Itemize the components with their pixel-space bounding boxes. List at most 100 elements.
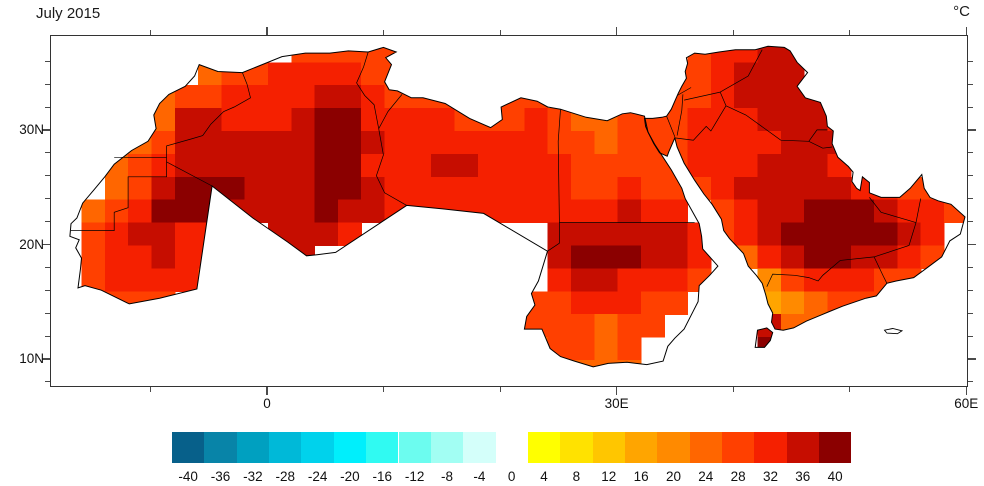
y-minor-tick-right bbox=[967, 221, 973, 223]
grid-cell bbox=[291, 176, 316, 201]
grid-cell bbox=[104, 222, 129, 247]
grid-cell bbox=[407, 199, 432, 224]
grid-cell bbox=[757, 153, 782, 178]
grid-cell bbox=[594, 291, 619, 315]
grid-cell bbox=[594, 222, 619, 247]
grid-cell bbox=[314, 85, 339, 109]
grid-cell bbox=[244, 108, 269, 132]
grid-cell bbox=[757, 268, 782, 292]
grid-cell bbox=[594, 153, 619, 178]
grid-cell bbox=[920, 222, 945, 247]
grid-cell bbox=[361, 199, 386, 224]
grid-cell bbox=[174, 268, 199, 292]
grid-cell bbox=[268, 131, 292, 155]
grid-cell bbox=[337, 153, 362, 178]
grid-cell bbox=[734, 153, 759, 178]
grid-cell bbox=[314, 46, 339, 63]
grid-cell bbox=[198, 131, 222, 155]
grid-cell bbox=[874, 222, 898, 247]
y-minor-tick-right bbox=[967, 152, 973, 154]
grid-cell bbox=[757, 245, 782, 269]
grid-cell bbox=[850, 199, 875, 224]
y-tick-label: 20N bbox=[19, 236, 44, 252]
grid-cell bbox=[361, 108, 386, 132]
grid-cell bbox=[268, 176, 292, 201]
grid-cell bbox=[547, 176, 572, 201]
grid-cell bbox=[804, 314, 828, 338]
grid-cell bbox=[897, 222, 922, 247]
colorbar-tick-label: 32 bbox=[762, 469, 779, 484]
grid-cell bbox=[687, 108, 712, 132]
grid-cell bbox=[337, 176, 362, 201]
grid-cell bbox=[174, 176, 199, 201]
grid-cell bbox=[244, 153, 269, 178]
x-major-tick bbox=[615, 386, 618, 395]
grid-cell bbox=[104, 245, 129, 269]
grid-cell bbox=[291, 245, 316, 269]
y-minor-tick-right bbox=[967, 83, 973, 85]
temperature-grid bbox=[81, 46, 965, 367]
grid-cell bbox=[804, 153, 828, 178]
x-minor-tick bbox=[499, 386, 501, 392]
grid-cell bbox=[128, 176, 152, 201]
grid-cell bbox=[757, 108, 782, 132]
grid-cell bbox=[617, 176, 642, 201]
grid-cell bbox=[221, 85, 246, 109]
x-minor-tick bbox=[732, 386, 734, 392]
grid-cell bbox=[571, 176, 595, 201]
grid-cell bbox=[804, 176, 828, 201]
grid-cell bbox=[524, 108, 549, 132]
grid-cell bbox=[780, 85, 805, 109]
grid-cell bbox=[268, 199, 292, 224]
colorbar-tick-label: -24 bbox=[307, 469, 328, 484]
grid-cell bbox=[687, 176, 712, 201]
plot-area bbox=[50, 35, 968, 387]
grid-cell bbox=[617, 314, 642, 338]
grid-cell bbox=[594, 176, 619, 201]
grid-cell bbox=[944, 176, 965, 201]
grid-cell bbox=[664, 268, 689, 292]
colorbar-segment-warm-8 bbox=[786, 432, 820, 463]
grid-cell bbox=[431, 131, 456, 155]
grid-cell bbox=[920, 199, 945, 224]
grid-cell bbox=[757, 46, 782, 63]
grid-cell bbox=[571, 222, 595, 247]
grid-cell bbox=[221, 176, 246, 201]
grid-cell bbox=[641, 268, 665, 292]
grid-cell bbox=[268, 85, 292, 109]
grid-cell bbox=[454, 153, 479, 178]
grid-cell bbox=[547, 291, 572, 315]
grid-cell bbox=[874, 268, 898, 292]
grid-cell bbox=[547, 199, 572, 224]
grid-cell bbox=[268, 62, 292, 86]
grid-cell bbox=[757, 314, 782, 338]
grid-cell bbox=[874, 176, 898, 201]
grid-cell bbox=[571, 199, 595, 224]
grid-cell bbox=[524, 176, 549, 201]
grid-cell bbox=[198, 222, 222, 247]
grid-cell bbox=[571, 153, 595, 178]
grid-cell bbox=[641, 153, 665, 178]
grid-cell bbox=[804, 222, 828, 247]
grid-cell bbox=[641, 222, 665, 247]
grid-cell bbox=[664, 245, 689, 269]
grid-cell bbox=[361, 153, 386, 178]
border-israel-jordan bbox=[676, 94, 684, 136]
grid-cell bbox=[477, 131, 502, 155]
y-major-tick-right bbox=[967, 358, 976, 360]
y-major-tick bbox=[42, 358, 50, 360]
grid-cell bbox=[780, 46, 805, 63]
grid-cell bbox=[151, 153, 176, 178]
grid-cell bbox=[407, 108, 432, 132]
colorbar-tick-label: -40 bbox=[178, 469, 198, 484]
colorbar-tick-label: -36 bbox=[210, 469, 231, 484]
border-libya-egypt bbox=[557, 109, 561, 223]
grid-cell bbox=[314, 62, 339, 86]
grid-cell bbox=[477, 176, 502, 201]
colorbar-segment-warm-3 bbox=[624, 432, 658, 463]
grid-cell bbox=[151, 222, 176, 247]
colorbar-tick-label: 8 bbox=[572, 469, 581, 484]
grid-cell bbox=[407, 131, 432, 155]
colorbar-segment-cool-2 bbox=[236, 432, 270, 463]
grid-cell bbox=[291, 131, 316, 155]
